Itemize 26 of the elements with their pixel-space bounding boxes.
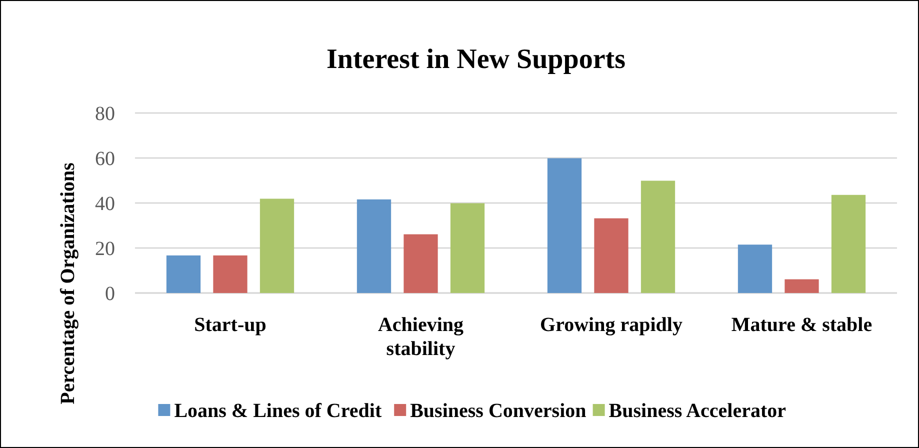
legend-label: Business Conversion	[410, 400, 586, 422]
bar	[356, 199, 392, 293]
chart-title: Interest in New Supports	[326, 44, 626, 75]
y-tick-label: 0	[105, 283, 115, 305]
y-tick-label: 80	[95, 103, 115, 125]
y-tick-label: 40	[95, 193, 115, 215]
legend-label: Loans & Lines of Credit	[174, 400, 382, 422]
y-tick-label: 60	[95, 148, 115, 170]
x-tick-label: Growing rapidly	[540, 314, 682, 336]
x-tick-label: Mature & stable	[731, 314, 872, 336]
bar	[640, 180, 676, 293]
y-tick-label: 20	[95, 238, 115, 260]
x-tick-label: Achieving stability	[378, 314, 464, 360]
y-axis-title: Percentage of Organizations	[57, 162, 79, 404]
bar	[166, 255, 201, 293]
bar	[260, 198, 294, 293]
x-tick-label: Start-up	[194, 314, 266, 336]
bar	[738, 244, 772, 293]
legend-label: Business Accelerator	[608, 400, 786, 422]
bar	[831, 194, 866, 293]
bar	[784, 279, 819, 293]
bar	[594, 218, 628, 293]
bar	[450, 203, 485, 293]
bar	[547, 158, 582, 293]
bar	[404, 234, 438, 293]
bar	[213, 255, 248, 293]
